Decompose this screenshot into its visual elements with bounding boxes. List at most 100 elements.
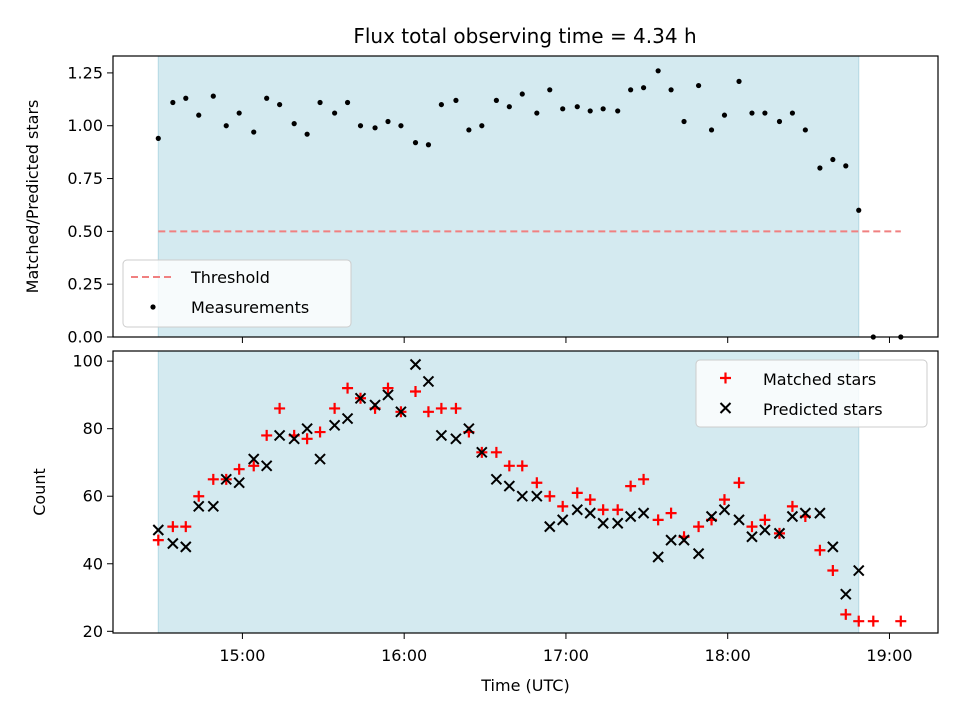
matched-star-point — [422, 406, 434, 418]
y-tick-label: 60 — [83, 487, 103, 506]
legend-matched-swatch — [720, 372, 731, 384]
matched-star-point — [180, 521, 192, 533]
matched-star-point — [895, 615, 907, 627]
matched-star-point — [612, 504, 624, 516]
measurement-point — [640, 85, 647, 91]
matched-star-point — [584, 494, 596, 506]
predicted-star-point — [409, 358, 422, 371]
measurement-point — [668, 87, 674, 93]
predicted-star-point — [341, 412, 354, 425]
matched-star-point — [342, 382, 354, 394]
matched-star-point — [248, 460, 260, 472]
matched-star-point — [152, 534, 164, 546]
matched-star-point — [167, 521, 179, 533]
matched-star-point — [490, 446, 502, 458]
matched-star-point — [450, 402, 462, 414]
measurement-point — [817, 165, 823, 171]
measurement-point — [453, 97, 459, 103]
predicted-star-point — [799, 507, 812, 519]
legend-measurements-label: Measurements — [191, 298, 309, 317]
predicted-star-point — [611, 517, 624, 529]
predicted-star-point — [288, 433, 300, 445]
measurement-point — [196, 112, 202, 118]
measurement-point — [183, 95, 189, 101]
predicted-star-point — [193, 500, 205, 513]
matched-star-point — [718, 494, 730, 506]
measurement-point — [398, 123, 404, 129]
ratio-legend: Threshold Measurements — [122, 259, 352, 328]
predicted-star-point — [746, 531, 758, 543]
measurement-point — [291, 121, 297, 127]
predicted-star-point — [220, 473, 232, 486]
matched-star-point — [638, 473, 650, 485]
legend-measurements-swatch — [150, 304, 156, 310]
matched-star-point — [314, 426, 326, 438]
measurement-point — [210, 93, 216, 99]
measurement-point — [708, 127, 715, 133]
measurement-point — [493, 97, 499, 103]
predicted-stars-points — [152, 358, 865, 600]
matched-star-point — [786, 500, 798, 512]
matched-star-point — [733, 477, 745, 489]
predicted-star-point — [624, 510, 637, 523]
matched-star-point — [867, 615, 879, 627]
matched-star-point — [531, 477, 543, 489]
x-tick-label: 16:00 — [381, 646, 427, 665]
matched-star-point — [516, 460, 528, 472]
matched-star-point — [274, 402, 286, 414]
x-tick-label: 19:00 — [866, 646, 912, 665]
measurement-point — [438, 101, 444, 108]
predicted-star-point — [840, 588, 852, 600]
measurement-point — [856, 207, 862, 213]
predicted-star-point — [786, 510, 799, 523]
predicted-star-point — [853, 564, 865, 577]
matched-star-point — [665, 507, 677, 519]
predicted-star-point — [435, 429, 448, 442]
predicted-star-point — [167, 537, 179, 550]
matched-star-point — [233, 463, 245, 475]
matched-star-point — [301, 433, 313, 445]
y-tick-label: 40 — [83, 554, 103, 573]
matched-star-point — [814, 544, 826, 556]
count-y-ticks: 20 40 60 80 100 — [72, 352, 113, 641]
measurement-point — [332, 110, 338, 116]
predicted-star-point — [354, 392, 367, 404]
predicted-star-point — [733, 514, 745, 526]
measurement-point — [721, 112, 728, 118]
predicted-star-point — [248, 453, 260, 465]
legend-threshold-label: Threshold — [190, 268, 270, 287]
measurement-point — [789, 110, 796, 116]
matched-star-point — [503, 460, 515, 472]
predicted-star-point — [584, 507, 596, 519]
matched-star-point — [853, 615, 865, 627]
chart-title: Flux total observing time = 4.34 h — [353, 24, 696, 48]
measurement-points — [155, 68, 904, 340]
measurement-point — [776, 118, 783, 125]
predicted-star-point — [328, 419, 341, 432]
matched-star-point — [597, 504, 609, 516]
measurement-point — [600, 106, 606, 112]
matched-stars-points — [152, 382, 907, 627]
measurement-point — [344, 99, 351, 106]
matched-star-point — [261, 429, 273, 441]
predicted-star-point — [207, 500, 220, 513]
predicted-star-point — [382, 389, 394, 401]
measurement-point — [749, 110, 755, 116]
measurement-point — [412, 140, 419, 146]
y-tick-label: 100 — [72, 352, 103, 371]
matched-star-point — [193, 490, 205, 502]
predicted-star-point — [827, 541, 839, 553]
measurement-point — [587, 108, 593, 114]
predicted-star-point — [665, 534, 677, 546]
predicted-star-point — [463, 422, 475, 435]
predicted-star-point — [369, 399, 381, 411]
measurement-point — [681, 118, 687, 125]
predicted-star-point — [652, 551, 664, 563]
predicted-star-point — [152, 524, 165, 536]
measurement-point — [628, 87, 634, 93]
matched-star-point — [759, 514, 771, 526]
predicted-star-point — [301, 422, 313, 435]
measurement-point — [155, 135, 161, 141]
measurement-point — [695, 82, 702, 89]
